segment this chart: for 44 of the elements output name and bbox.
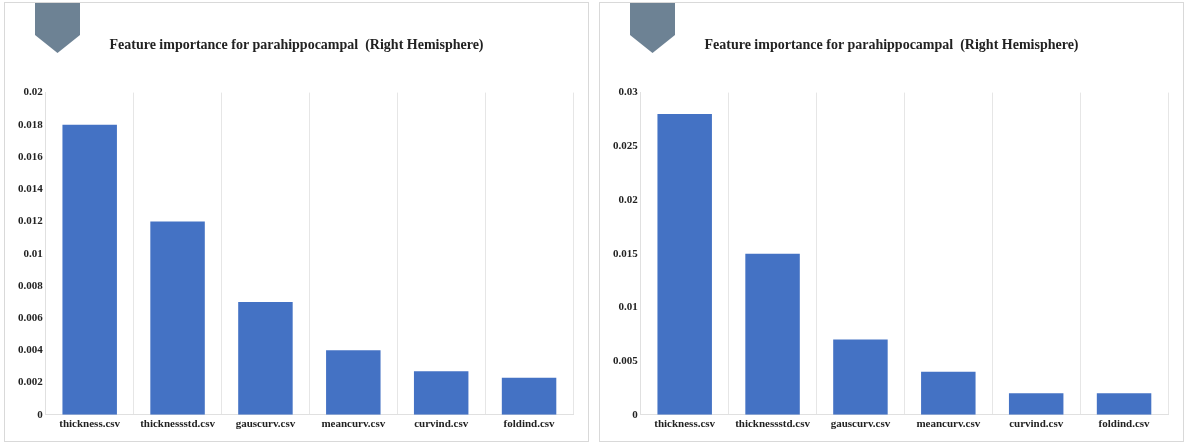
- x-tick-label: meancurv.csv: [321, 417, 386, 430]
- y-tick-label: 0.02: [23, 85, 44, 98]
- bar: [833, 339, 888, 415]
- bar: [413, 371, 469, 415]
- y-tick-label: 0.008: [18, 278, 44, 291]
- x-tick-label: gauscurv.csv: [830, 417, 891, 430]
- bar: [1008, 393, 1064, 415]
- x-tick-label: foldind.csv: [503, 417, 556, 430]
- chart-title: Feature importance for parahippocampal (Right Hemisphere): [703, 37, 1080, 53]
- y-tick-label: 0.015: [613, 246, 639, 259]
- x-tick-label: curvind.csv: [414, 417, 469, 430]
- y-tick-label: 0: [632, 407, 639, 420]
- bar: [921, 371, 976, 415]
- bar: [150, 221, 205, 415]
- x-tick-label: curvind.csv: [1009, 417, 1064, 430]
- y-tick-label: 0.016: [18, 149, 44, 162]
- y-tick-label: 0.01: [618, 300, 638, 313]
- bar: [745, 253, 800, 415]
- y-tick-label: 0.014: [18, 182, 44, 195]
- y-tick-label: 0.012: [18, 214, 44, 227]
- y-tick-label: 0.018: [18, 117, 44, 130]
- y-tick-label: 0.004: [18, 343, 44, 356]
- y-tick-label: 0.03: [618, 85, 639, 98]
- y-tick-label: 0.02: [618, 192, 639, 205]
- y-tick-label: 0.025: [613, 139, 639, 152]
- bar: [62, 124, 117, 415]
- x-tick-label: meancurv.csv: [916, 417, 981, 430]
- bar: [657, 114, 712, 415]
- y-tick-label: 0.002: [18, 375, 44, 388]
- x-tick-label: thicknessstd.csv: [140, 417, 216, 430]
- y-tick-label: 0: [37, 407, 44, 420]
- y-tick-label: 0.005: [613, 353, 639, 366]
- x-tick-label: thickness.csv: [654, 417, 716, 430]
- bar: [326, 350, 381, 415]
- bar: [238, 302, 293, 415]
- x-tick-label: thickness.csv: [59, 417, 121, 430]
- x-tick-label: thicknessstd.csv: [735, 417, 811, 430]
- bar: [501, 377, 557, 415]
- y-tick-label: 0.006: [18, 310, 44, 323]
- chart-title: Feature importance for parahippocampal (Right Hemisphere): [108, 37, 485, 53]
- bar: [1096, 393, 1152, 415]
- y-tick-label: 0.01: [23, 246, 43, 259]
- x-tick-label: gauscurv.csv: [235, 417, 296, 430]
- x-tick-label: foldind.csv: [1098, 417, 1151, 430]
